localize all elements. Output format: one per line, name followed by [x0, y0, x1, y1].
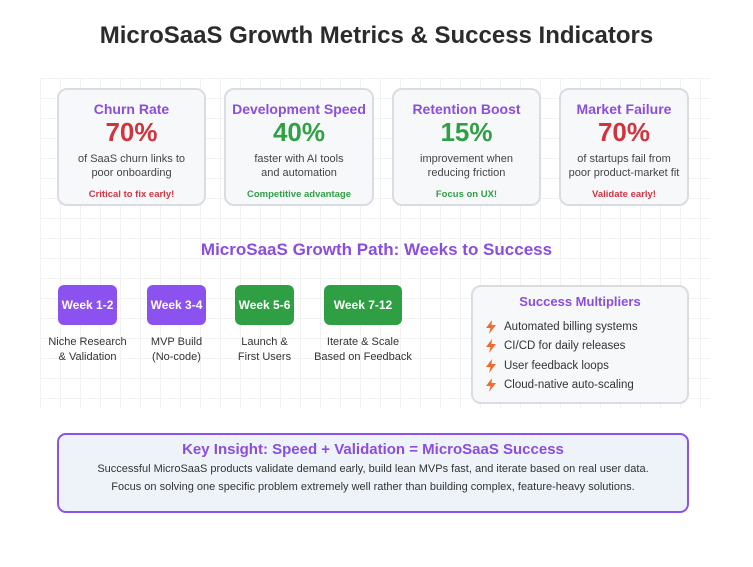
week-description: Niche Research & Validation: [37, 335, 138, 365]
metric-title: Development Speed: [232, 101, 366, 117]
metric-value: 40%: [272, 117, 326, 147]
list-item: Cloud-native auto-scaling: [485, 376, 687, 396]
week-desc-line: & Validation: [58, 351, 117, 363]
metric-note: Critical to fix early!: [88, 189, 175, 200]
metric-description: of SaaS churn links to poor onboarding: [59, 152, 204, 180]
metric-value: 70%: [597, 117, 651, 147]
lightning-bolt-icon: [486, 378, 496, 393]
week-description: MVP Build (No-code): [126, 335, 227, 365]
metric-description: faster with AI tools and automation: [226, 152, 372, 180]
metric-card-retention-boost: Retention Boost 15% improvement when red…: [392, 88, 541, 206]
week-desc-line: Niche Research: [48, 336, 127, 348]
metric-title: Retention Boost: [412, 101, 521, 117]
week-badge-7-12: Week 7-12: [324, 285, 402, 325]
metric-card-market-failure: Market Failure 70% of startups fail from…: [559, 88, 689, 206]
key-insight-line: Focus on solving one specific problem ex…: [111, 481, 635, 493]
metric-desc-line: improvement when: [420, 153, 513, 165]
success-multipliers-panel: Success Multipliers Automated billing sy…: [471, 285, 689, 404]
metric-value: 15%: [440, 117, 493, 147]
metric-value: 70%: [105, 117, 158, 147]
week-badge-1-2: Week 1-2: [58, 285, 117, 325]
week-description: Launch & First Users: [214, 335, 315, 365]
metric-desc-line: of startups fail from: [577, 153, 671, 165]
metric-desc-line: of SaaS churn links to: [77, 153, 185, 165]
week-desc-line: Based on Feedback: [314, 351, 412, 363]
week-desc-line: MVP Build: [150, 336, 203, 348]
success-multipliers-title: Success Multipliers: [519, 294, 641, 309]
multiplier-label: CI/CD for daily releases: [504, 340, 626, 353]
week-badge-3-4: Week 3-4: [147, 285, 206, 325]
key-insight-box: Key Insight: Speed + Validation = MicroS…: [57, 433, 689, 513]
key-insight-text: Successful MicroSaaS products validate d…: [59, 460, 687, 496]
key-insight-line: Successful MicroSaaS products validate d…: [97, 463, 649, 475]
metric-description: of startups fail from poor product-marke…: [561, 152, 687, 180]
week-desc-line: Launch &: [241, 336, 288, 348]
page-title: MicroSaaS Growth Metrics & Success Indic…: [99, 22, 654, 49]
lightning-bolt-icon: [486, 339, 496, 354]
metric-card-churn-rate: Churn Rate 70% of SaaS churn links to po…: [57, 88, 206, 206]
metric-description: improvement when reducing friction: [394, 152, 539, 180]
success-multipliers-list: Automated billing systems CI/CD for dail…: [473, 317, 687, 395]
metric-desc-line: poor product-market fit: [568, 167, 680, 179]
metric-note: Focus on UX!: [435, 189, 498, 200]
metric-desc-line: reducing friction: [427, 167, 506, 179]
multiplier-label: User feedback loops: [504, 359, 609, 372]
metric-desc-line: poor onboarding: [91, 167, 172, 179]
week-description: Iterate & Scale Based on Feedback: [305, 335, 421, 365]
key-insight-title: Key Insight: Speed + Validation = MicroS…: [182, 441, 564, 458]
metric-desc-line: and automation: [261, 167, 337, 179]
metric-note: Validate early!: [592, 189, 656, 200]
multiplier-label: Cloud-native auto-scaling: [504, 379, 634, 392]
growth-path-title: MicroSaaS Growth Path: Weeks to Success: [200, 240, 553, 259]
metric-title: Market Failure: [576, 101, 672, 117]
list-item: CI/CD for daily releases: [485, 337, 687, 357]
list-item: User feedback loops: [485, 356, 687, 376]
week-desc-line: Iterate & Scale: [326, 336, 400, 348]
list-item: Automated billing systems: [485, 317, 687, 337]
week-badge-5-6: Week 5-6: [235, 285, 294, 325]
week-desc-line: (No-code): [152, 351, 201, 363]
metric-note: Competitive advantage: [247, 189, 351, 200]
metric-desc-line: faster with AI tools: [254, 153, 344, 165]
lightning-bolt-icon: [486, 358, 496, 373]
metric-title: Churn Rate: [93, 101, 170, 117]
week-desc-line: First Users: [237, 351, 292, 363]
metric-card-development-speed: Development Speed 40% faster with AI too…: [224, 88, 374, 206]
lightning-bolt-icon: [486, 319, 496, 334]
multiplier-label: Automated billing systems: [504, 320, 638, 333]
